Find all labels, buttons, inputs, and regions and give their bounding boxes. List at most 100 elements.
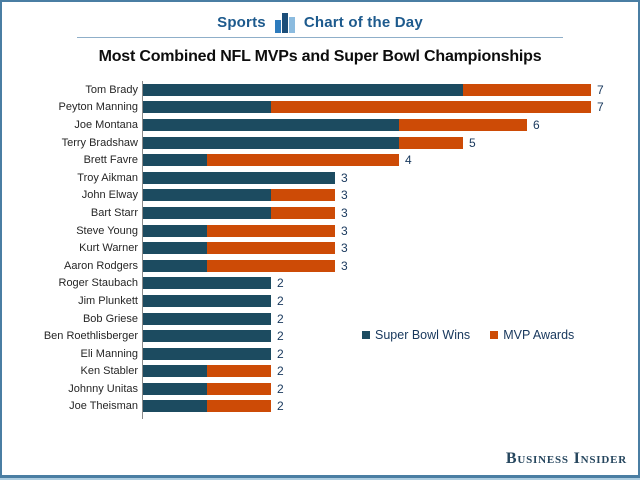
category-label: Eli Manning — [80, 347, 138, 360]
value-label: 2 — [277, 311, 284, 326]
stacked-bar — [143, 400, 271, 413]
category-label: Roger Staubach — [58, 277, 139, 290]
bar-segment-super-bowl-wins — [143, 365, 207, 378]
bar-segment-super-bowl-wins — [143, 154, 207, 167]
stacked-bar — [143, 206, 335, 219]
chart-row: Terry Bradshaw 5 — [62, 134, 612, 152]
legend-label: Super Bowl Wins — [375, 328, 471, 342]
chart-area: Tom Brady 7 Peyton Manning 7 Joe Montana 6 Ter… — [2, 81, 638, 420]
value-label: 4 — [405, 153, 412, 168]
chart-row: Kurt Warner 3 — [79, 239, 612, 257]
chart-row: Bob Griese 2 — [83, 310, 612, 328]
bar-segment-mvp-awards — [207, 259, 335, 272]
value-label: 3 — [341, 223, 348, 238]
bar-segment-mvp-awards — [399, 136, 463, 149]
legend-item-mvp-awards: MVP Awards — [490, 328, 574, 342]
bar-segment-mvp-awards — [399, 118, 527, 131]
category-label: Ken Stabler — [80, 365, 138, 378]
bar-segment-super-bowl-wins — [143, 224, 207, 237]
value-label: 3 — [341, 170, 348, 185]
bar-segment-super-bowl-wins — [143, 259, 207, 272]
stacked-bar — [143, 154, 399, 167]
bar-segment-super-bowl-wins — [143, 294, 271, 307]
section-label: Sports — [217, 14, 266, 31]
bar-segment-super-bowl-wins — [143, 347, 271, 360]
chart-row: John Elway 3 — [82, 187, 612, 205]
bar-segment-super-bowl-wins — [143, 330, 271, 343]
category-label: Jim Plunkett — [78, 294, 138, 307]
legend: Super Bowl Wins MVP Awards — [362, 328, 574, 342]
bar-segment-mvp-awards — [207, 224, 335, 237]
value-label: 3 — [341, 241, 348, 256]
stacked-bar — [143, 277, 271, 290]
category-label: Steve Young — [76, 224, 138, 237]
legend-label: MVP Awards — [503, 328, 575, 342]
category-label: Brett Favre — [83, 154, 138, 167]
stacked-bar — [143, 259, 335, 272]
stacked-bar — [143, 136, 463, 149]
chart-row: Troy Aikman 3 — [77, 169, 612, 187]
value-label: 2 — [277, 346, 284, 361]
bar-chart-icon — [274, 12, 295, 33]
value-label: 5 — [469, 135, 476, 150]
stacked-bar — [143, 83, 591, 96]
chart-row: Aaron Rodgers 3 — [64, 257, 612, 275]
bar-segment-super-bowl-wins — [143, 118, 399, 131]
value-label: 2 — [277, 364, 284, 379]
value-label: 2 — [277, 381, 284, 396]
chart-row: Jim Plunkett 2 — [78, 292, 612, 310]
category-label: Bart Starr — [90, 206, 138, 219]
legend-swatch-mvp-awards — [490, 331, 499, 339]
chart-row: Ben Roethlisberger 2 — [44, 327, 612, 345]
category-label: Bob Griese — [82, 312, 138, 325]
category-label: Kurt Warner — [79, 242, 138, 255]
stacked-bar — [143, 347, 271, 360]
bar-segment-mvp-awards — [271, 206, 335, 219]
chart-row: Johnny Unitas 2 — [68, 380, 612, 398]
bar-segment-mvp-awards — [207, 382, 271, 395]
bar-segment-mvp-awards — [207, 154, 399, 167]
legend-item-super-bowl-wins: Super Bowl Wins — [362, 328, 470, 342]
value-label: 3 — [341, 205, 348, 220]
stacked-bar — [143, 330, 271, 343]
stacked-bar — [143, 224, 335, 237]
bar-segment-super-bowl-wins — [143, 136, 399, 149]
category-label: Aaron Rodgers — [64, 259, 138, 272]
chart-row: Eli Manning 2 — [81, 345, 612, 363]
legend-swatch-super-bowl-wins — [362, 331, 370, 339]
value-label: 2 — [277, 329, 284, 344]
bar-chart-icon-bar — [274, 19, 281, 33]
bar-segment-super-bowl-wins — [143, 206, 271, 219]
chart-row: Ken Stabler 2 — [81, 363, 612, 381]
bar-segment-mvp-awards — [207, 365, 271, 378]
value-label: 7 — [597, 100, 604, 115]
category-label: Ben Roethlisberger — [43, 330, 138, 343]
bar-segment-super-bowl-wins — [143, 101, 271, 114]
stacked-bar — [143, 382, 271, 395]
value-label: 2 — [277, 293, 284, 308]
bar-segment-super-bowl-wins — [143, 189, 271, 202]
bar-segment-mvp-awards — [271, 189, 335, 202]
chart-row: Steve Young 3 — [76, 222, 612, 240]
value-label: 6 — [533, 117, 540, 132]
chart-title: Most Combined NFL MVPs and Super Bowl Ch… — [98, 48, 542, 65]
bar-segment-super-bowl-wins — [143, 400, 207, 413]
category-label: John Elway — [81, 189, 138, 202]
value-label: 3 — [341, 188, 348, 203]
stacked-bar — [143, 101, 591, 114]
value-label: 2 — [277, 276, 284, 291]
chart-row: Bart Starr 3 — [91, 204, 612, 222]
bar-segment-mvp-awards — [207, 242, 335, 255]
value-label: 7 — [597, 82, 604, 97]
bar-segment-super-bowl-wins — [143, 277, 271, 290]
header-divider — [77, 37, 563, 38]
category-label: Joe Montana — [74, 118, 138, 131]
chart-row: Peyton Manning 7 — [59, 99, 612, 117]
category-label: Tom Brady — [85, 83, 138, 96]
header: Sports Chart of the Day — [2, 2, 638, 34]
business-insider-logo: Business Insider — [505, 450, 627, 467]
value-label: 3 — [341, 258, 348, 273]
bar-chart-icon-bar — [281, 12, 288, 33]
category-label: Peyton Manning — [58, 101, 139, 114]
